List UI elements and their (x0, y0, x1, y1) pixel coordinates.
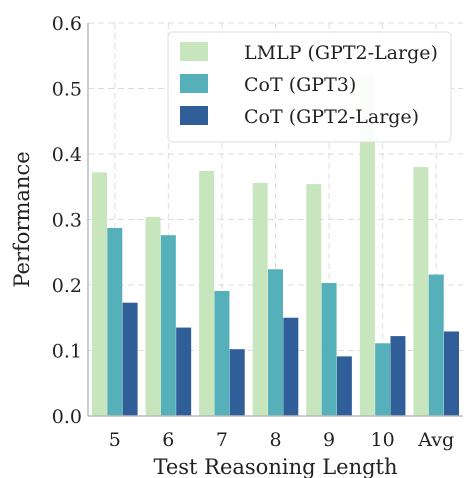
bar (444, 331, 460, 416)
x-tick-label: 6 (162, 429, 174, 451)
legend-box (167, 31, 452, 143)
x-tick-label: 7 (216, 429, 228, 451)
legend: LMLP (GPT2-Large) CoT (GPT3) CoT (GPT2-Lar… (167, 31, 452, 143)
y-tick-label: 0.0 (52, 406, 82, 428)
y-tick-label: 0.4 (52, 144, 82, 166)
legend-label: LMLP (GPT2-Large) (244, 42, 438, 64)
bar (91, 172, 107, 416)
x-tick-labels: 5 6 7 8 9 10 Avg (109, 429, 454, 451)
bar (413, 167, 429, 416)
y-tick-label: 0.3 (52, 210, 82, 232)
bar (214, 290, 230, 416)
bar (375, 343, 391, 416)
y-tick-label: 0.2 (52, 275, 82, 297)
y-tick-label: 0.6 (52, 13, 82, 35)
bar (122, 302, 138, 416)
bar (199, 171, 215, 416)
x-tick-label: Avg (417, 429, 454, 451)
legend-swatch (180, 42, 208, 61)
legend-label: CoT (GPT2-Large) (244, 106, 419, 128)
bar (306, 184, 322, 416)
x-tick-label: 8 (269, 429, 281, 451)
bar (268, 269, 283, 416)
bar (321, 283, 337, 416)
axes (87, 23, 463, 417)
bar (283, 317, 299, 416)
legend-swatch (180, 106, 208, 125)
bar (160, 235, 176, 416)
y-tick-label: 0.5 (52, 79, 82, 101)
legend-label: CoT (GPT3) (244, 74, 356, 96)
bar (336, 356, 352, 416)
y-tick-labels: 0.0 0.1 0.2 0.3 0.4 0.5 0.6 (52, 13, 82, 428)
y-axis-label: Performance (10, 151, 34, 287)
x-tick-label: 10 (371, 429, 395, 451)
bar (428, 274, 444, 416)
bar (390, 336, 406, 416)
bar (229, 349, 245, 416)
x-tick-label: 9 (323, 429, 335, 451)
y-tick-label: 0.1 (52, 341, 82, 363)
legend-swatch (180, 74, 208, 93)
bar (107, 228, 123, 416)
x-axis-label: Test Reasoning Length (153, 455, 397, 478)
bar (359, 75, 375, 417)
x-tick-label: 5 (109, 429, 121, 451)
bar (176, 327, 192, 416)
bar (252, 182, 268, 416)
bar (145, 216, 161, 416)
bars (91, 75, 460, 417)
